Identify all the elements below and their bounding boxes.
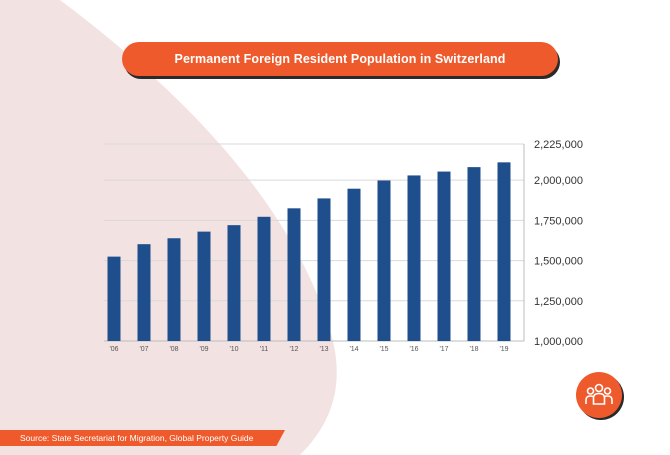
x-tick-label: '17 (439, 346, 448, 353)
source-banner: Source: State Secretariat for Migration,… (0, 430, 285, 446)
bar-08 (167, 238, 181, 341)
bar-14 (347, 188, 361, 341)
x-tick-label: '10 (229, 346, 238, 353)
bar-10 (227, 225, 241, 341)
y-tick-label: 2,000,000 (534, 175, 583, 187)
x-tick-label: '14 (349, 346, 358, 353)
y-tick-label: 1,750,000 (534, 215, 583, 227)
x-tick-label: '11 (260, 346, 269, 353)
x-tick-label: '08 (169, 346, 178, 353)
y-tick-label: 2,225,000 (534, 139, 583, 151)
x-tick-label: '18 (469, 346, 478, 353)
x-tick-label: '16 (409, 346, 418, 353)
bar-15 (377, 180, 391, 341)
x-tick-label: '13 (319, 346, 328, 353)
x-tick-label: '12 (289, 346, 298, 353)
x-tick-label: '09 (199, 346, 208, 353)
bar-07 (137, 244, 151, 341)
y-tick-label: 1,250,000 (534, 296, 583, 308)
chart-title-banner: Permanent Foreign Resident Population in… (122, 42, 558, 76)
x-axis-ticks: '06 '07 '08 '09 '10 '11 '12 '13 '14 '15 '16 '17 '18 '… (109, 346, 508, 353)
bar-09 (197, 231, 211, 341)
chart-title: Permanent Foreign Resident Population in… (174, 52, 506, 66)
bars (107, 162, 511, 341)
bar-18 (467, 167, 481, 341)
bar-16 (407, 175, 421, 341)
x-tick-label: '15 (379, 346, 388, 353)
x-tick-label: '06 (109, 346, 118, 353)
source-text: Source: State Secretariat for Migration,… (20, 433, 254, 443)
x-tick-label: '07 (139, 346, 148, 353)
bar-19 (497, 162, 511, 341)
bar-12 (287, 208, 301, 341)
gridlines (104, 143, 525, 342)
bar-17 (437, 171, 451, 341)
bar-13 (317, 198, 331, 341)
y-tick-label: 1,000,000 (534, 336, 583, 348)
bar-11 (257, 216, 271, 341)
y-axis-ticks: 1,000,000 1,250,000 1,500,000 1,750,000 2,00… (534, 139, 583, 348)
bar-06 (107, 256, 121, 341)
y-tick-label: 1,500,000 (534, 256, 583, 268)
x-tick-label: '19 (499, 346, 508, 353)
people-group-icon (576, 372, 622, 418)
